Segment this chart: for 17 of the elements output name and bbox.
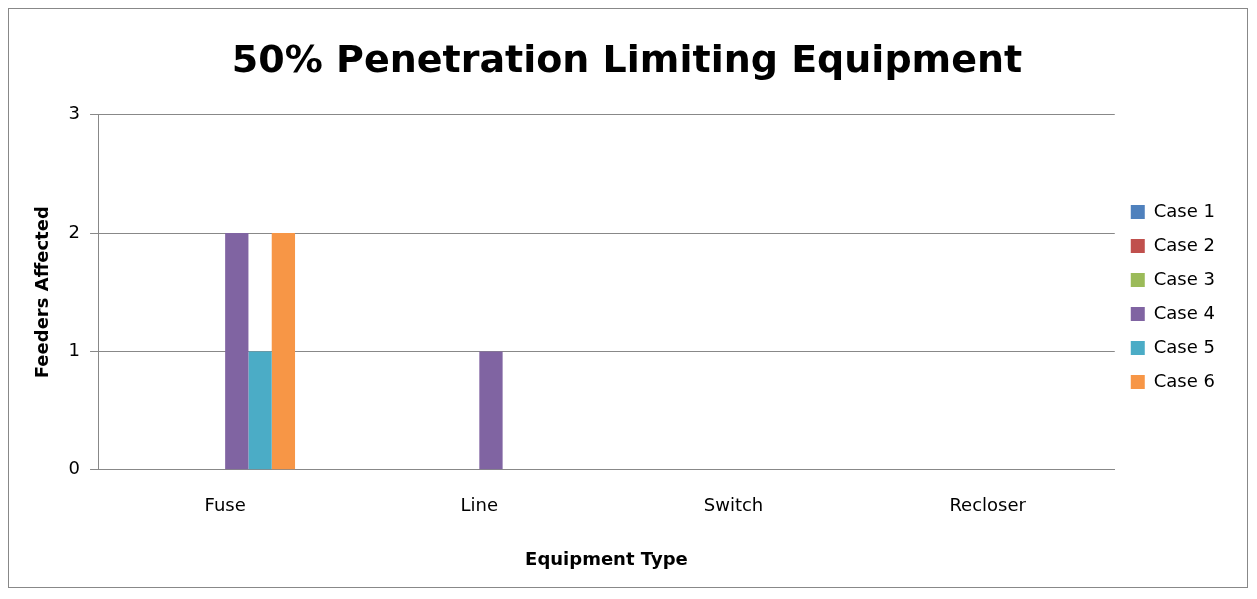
legend-label: Case 4 (1153, 301, 1216, 323)
chart-title: 50% Penetration Limiting Equipment (231, 36, 1023, 81)
x-axis-title: Equipment Type (525, 547, 688, 569)
x-tick-label: Line (460, 494, 499, 516)
legend-label: Case 1 (1153, 199, 1216, 221)
x-tick-label: Switch (703, 494, 764, 516)
legend-label: Case 2 (1153, 233, 1216, 255)
legend-label: Case 3 (1153, 267, 1216, 289)
y-tick-label: 1 (68, 339, 81, 361)
y-axis-title: Feeders Affected (31, 206, 53, 379)
x-tick-label: Recloser (949, 494, 1027, 516)
x-tick-label: Fuse (204, 494, 246, 516)
y-tick-label: 3 (68, 102, 81, 124)
legend-label: Case 5 (1153, 335, 1216, 357)
y-tick-label: 2 (68, 220, 81, 242)
legend-label: Case 6 (1153, 369, 1216, 391)
y-tick-label: 0 (68, 457, 81, 479)
